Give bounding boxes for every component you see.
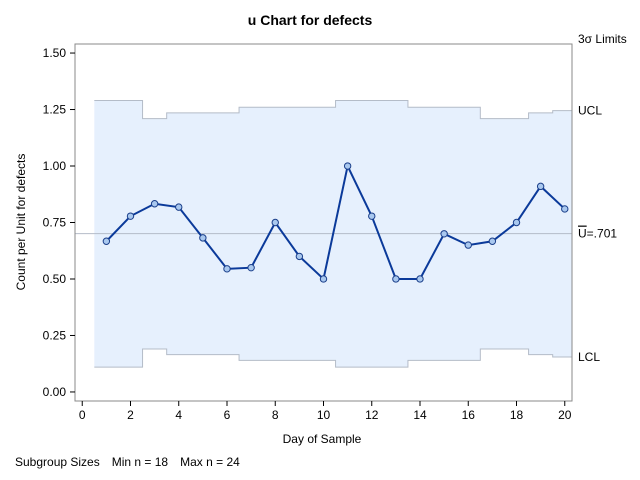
data-point — [126, 212, 135, 220]
x-axis-label: Day of Sample — [283, 432, 362, 446]
data-point — [512, 218, 521, 227]
series-layer — [102, 162, 569, 283]
data-point — [464, 241, 472, 249]
footer-label: Subgroup Sizes — [15, 455, 100, 469]
footer-max: Max n = 24 — [180, 455, 240, 469]
data-point — [199, 234, 207, 242]
footer-min: Min n = 18 — [111, 455, 169, 469]
y-tick-label: 1.50 — [43, 46, 67, 60]
lcl-line — [94, 348, 572, 368]
data-point — [271, 218, 279, 227]
data-point — [150, 200, 159, 208]
series-line — [105, 162, 566, 281]
subgroup-sizes-footer: Subgroup Sizes Min n = 18 Max n = 24 — [15, 455, 252, 469]
data-point — [368, 212, 376, 220]
y-tick-label: 0.25 — [43, 328, 67, 342]
data-point — [440, 230, 448, 238]
data-point — [536, 182, 545, 191]
data-point — [102, 237, 111, 245]
x-tick-label: 4 — [175, 408, 182, 422]
data-point — [223, 265, 231, 273]
y-tick-label: 0.50 — [43, 272, 67, 286]
lcl-label: LCL — [578, 350, 600, 364]
x-tick-label: 18 — [510, 408, 524, 422]
data-point — [561, 205, 569, 213]
data-point — [416, 275, 424, 283]
data-point — [247, 263, 255, 272]
y-tick-label: 0.75 — [43, 216, 67, 230]
x-tick-label: 8 — [272, 408, 279, 422]
data-point — [295, 252, 304, 261]
x-tick-label: 6 — [224, 408, 231, 422]
y-tick-label: 1.25 — [43, 103, 67, 117]
x-tick-label: 12 — [365, 408, 379, 422]
data-point — [175, 203, 183, 211]
y-tick-label: 0.00 — [43, 385, 67, 399]
data-point — [343, 162, 352, 170]
x-tick-label: 14 — [413, 408, 427, 422]
ucl-line — [94, 99, 572, 120]
y-axis-label: Count per Unit for defects — [14, 154, 28, 291]
x-tick-label: 10 — [317, 408, 331, 422]
y-tick-label: 1.00 — [43, 159, 67, 173]
data-point — [392, 275, 400, 283]
limits-header: 3σ Limits — [578, 32, 627, 46]
ucl-label: UCL — [578, 104, 602, 118]
data-point — [488, 237, 497, 245]
center-label-value: =.701 — [587, 227, 618, 241]
data-point — [319, 275, 328, 283]
x-tick-label: 16 — [462, 408, 476, 422]
x-tick-label: 20 — [558, 408, 572, 422]
x-tick-label: 0 — [79, 408, 86, 422]
x-tick-label: 2 — [127, 408, 134, 422]
y-axis: 0.00 0.25 0.50 0.75 1.00 1.25 1.50 — [43, 46, 75, 399]
center-label: U=.701 — [578, 227, 617, 241]
center-label-symbol: U — [578, 227, 587, 241]
x-axis: 0 2 4 6 8 10 12 14 16 18 20 — [79, 401, 572, 422]
chart-title: u Chart for defects — [248, 12, 373, 28]
